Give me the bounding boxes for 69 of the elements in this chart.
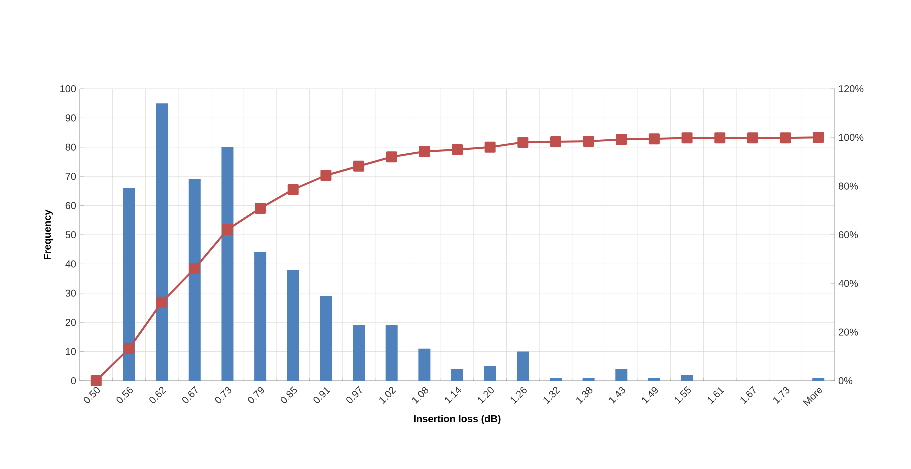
point [222, 224, 234, 236]
x-tick-label: 0.56 [116, 387, 134, 404]
x-tick-label: 0.62 [150, 387, 167, 404]
y-tick-label: 10 [66, 348, 76, 356]
y2-tick-label: 100% [839, 134, 864, 142]
bar [353, 326, 366, 381]
bar [812, 378, 825, 381]
bar [320, 296, 332, 381]
bar [123, 188, 136, 381]
bar [517, 352, 530, 381]
y-tick-label: 0 [71, 377, 76, 385]
point [90, 376, 102, 386]
point [419, 146, 430, 158]
y2-tick-label: 0% [838, 377, 853, 385]
point [813, 132, 824, 144]
point [682, 132, 693, 144]
x-tick-label: 0.50 [84, 387, 100, 404]
point [484, 142, 496, 153]
point [780, 132, 792, 144]
bar [287, 270, 300, 381]
point [452, 144, 464, 156]
point [648, 134, 660, 145]
y-tick-label: 70 [66, 173, 76, 180]
x-tick-label: 0.79 [248, 387, 264, 404]
point [320, 170, 332, 182]
point [124, 343, 135, 354]
bar [188, 180, 201, 381]
y2-tick-label: 60% [839, 231, 858, 239]
x-axis-title: Insertion loss (dB) [414, 415, 501, 424]
bar [254, 252, 267, 381]
point [386, 152, 398, 163]
point [518, 137, 529, 148]
x-tick-label: 0.91 [314, 388, 331, 404]
bar [648, 378, 660, 381]
y-axis-title: Frequency [44, 210, 54, 260]
point [189, 263, 200, 274]
y2-tick-label: 80% [838, 182, 858, 190]
y-tick-label: 20 [66, 319, 76, 326]
y-tick-label: 80 [66, 144, 76, 151]
y-tick-label: 90 [66, 114, 76, 122]
point [616, 134, 628, 146]
point [156, 296, 168, 308]
y2-tick-label: 20% [839, 328, 858, 336]
x-tick-label: 0.73 [215, 387, 232, 404]
point [714, 132, 726, 144]
y2-tick-label: 40% [838, 280, 858, 288]
point [583, 136, 594, 148]
bar [582, 378, 595, 381]
point [288, 184, 299, 196]
bar [156, 104, 168, 381]
y-tick-label: 30 [66, 290, 76, 297]
bar [418, 348, 431, 381]
point [550, 136, 562, 148]
bar [681, 375, 694, 381]
x-tick-label: 1.61 [708, 388, 725, 404]
point [747, 132, 758, 144]
y-tick-label: 60 [66, 202, 76, 210]
bar [452, 369, 464, 381]
y-tick-label: 50 [66, 231, 76, 239]
bar [222, 147, 234, 381]
y-tick-label: 100 [60, 85, 76, 93]
bar [386, 326, 398, 381]
point [354, 160, 365, 172]
point [255, 202, 266, 214]
bar [550, 378, 562, 381]
y2-tick-label: 120% [839, 85, 864, 93]
bar [484, 366, 496, 381]
bar [616, 369, 628, 381]
y-tick-label: 40 [66, 260, 76, 268]
